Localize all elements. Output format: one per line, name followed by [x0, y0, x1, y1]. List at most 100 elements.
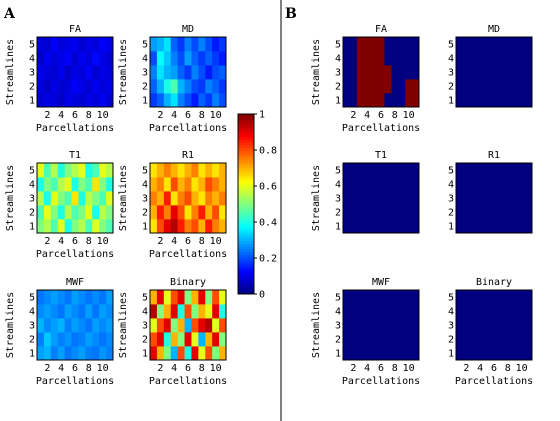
- heatmap-cell: [50, 65, 59, 80]
- colorbar-segment: [238, 122, 254, 126]
- heatmap-cell: [456, 177, 464, 192]
- heatmap-cell: [476, 79, 485, 94]
- heatmap-cell: [483, 163, 491, 178]
- heatmap-cell: [92, 346, 100, 361]
- heatmap-cell: [384, 65, 392, 80]
- heatmap-cell: [170, 290, 179, 305]
- colorbar-segment: [238, 181, 254, 185]
- heatmap-cell: [497, 304, 505, 319]
- y-tick-label: 4: [142, 180, 148, 191]
- heatmap-cell: [343, 177, 351, 192]
- heatmap-cell: [391, 79, 399, 94]
- heatmap-cell: [212, 318, 220, 333]
- heatmap-cell: [384, 93, 392, 108]
- heatmap-cell: [483, 37, 491, 52]
- x-tick-label: 6: [72, 110, 78, 121]
- y-tick-label: 1: [142, 349, 148, 360]
- heatmap-cell: [483, 318, 491, 333]
- heatmap-cell: [50, 93, 59, 108]
- heatmap-cell: [64, 219, 72, 234]
- heatmap-cell: [85, 93, 93, 108]
- heatmap-cell: [106, 163, 114, 178]
- heatmap-cell: [349, 37, 358, 52]
- heatmap-cell: [92, 177, 100, 192]
- heatmap-cell: [191, 205, 199, 220]
- heatmap-cell: [377, 37, 385, 52]
- heatmap-cell: [150, 191, 158, 206]
- heatmap-cell: [483, 177, 491, 192]
- heatmap-cell: [212, 304, 220, 319]
- heatmap-cell: [37, 304, 45, 319]
- heatmap-cell: [518, 93, 526, 108]
- heatmap-cell: [398, 219, 406, 234]
- heatmap-cell: [490, 304, 498, 319]
- heatmap-cell: [99, 318, 107, 333]
- heatmap-cell: [85, 37, 93, 52]
- colorbar-segment: [238, 147, 254, 151]
- heatmap-cell: [497, 65, 505, 80]
- heatmap-cell: [212, 205, 220, 220]
- y-tick-label: 4: [335, 307, 341, 318]
- heatmap-cell: [391, 51, 399, 66]
- heatmap-cell: [191, 318, 199, 333]
- heatmap-cell: [391, 191, 399, 206]
- y-tick-label: 1: [448, 349, 454, 360]
- heatmap-cell: [50, 177, 59, 192]
- colorbar-segment: [238, 142, 254, 146]
- heatmap-cell: [483, 332, 491, 347]
- heatmap-cell: [205, 332, 213, 347]
- heatmap-cell: [518, 163, 526, 178]
- heatmap-cell: [391, 219, 399, 234]
- heatmap-cell: [456, 37, 464, 52]
- x-tick-label: 4: [58, 363, 64, 374]
- heatmap-cell: [191, 290, 199, 305]
- heatmap-cell: [78, 163, 86, 178]
- heatmap-cell: [156, 290, 165, 305]
- heatmap-cell: [398, 191, 406, 206]
- heatmap-cell: [405, 205, 413, 220]
- heatmap-cell: [78, 191, 86, 206]
- heatmap-cell: [205, 304, 213, 319]
- heatmap-cell: [212, 51, 220, 66]
- colorbar-segment: [238, 232, 254, 236]
- heatmap-cell: [490, 177, 498, 192]
- heatmap-cell: [504, 93, 512, 108]
- heatmap-cell: [377, 65, 385, 80]
- heatmap-cell: [219, 304, 227, 319]
- heatmap-cell: [43, 65, 52, 80]
- heatmap-cell: [483, 65, 491, 80]
- colorbar-segment: [238, 234, 254, 239]
- heatmap-cell: [343, 65, 351, 80]
- heatmap-cell: [184, 318, 192, 333]
- colorbar-frame: [237, 113, 255, 295]
- x-tick-label: 4: [171, 236, 177, 247]
- heatmap-cell: [191, 37, 199, 52]
- heatmap-cell: [219, 318, 227, 333]
- heatmap-cell: [37, 205, 45, 220]
- heatmap-cell: [71, 37, 79, 52]
- colorbar-segment: [238, 279, 254, 284]
- heatmap-cell: [469, 205, 478, 220]
- heatmap-cell: [64, 177, 72, 192]
- heatmap-cell: [525, 79, 533, 94]
- heatmap-cell: [405, 219, 413, 234]
- heatmap-cell: [412, 219, 420, 234]
- heatmap-cell: [377, 290, 385, 305]
- heatmap-cell: [525, 205, 533, 220]
- heatmap-cell: [64, 37, 72, 52]
- y-tick-label: 3: [29, 68, 35, 79]
- heatmap-cell: [490, 65, 498, 80]
- colorbar-tick-label: 0.4: [259, 218, 277, 229]
- heatmap-cell: [156, 219, 165, 234]
- y-tick-label: 1: [448, 96, 454, 107]
- plot-title: T1: [375, 150, 387, 161]
- colorbar-segment: [238, 246, 254, 250]
- heatmap-cell: [43, 290, 52, 305]
- heatmap-cell: [57, 219, 66, 234]
- heatmap-cell: [384, 290, 392, 305]
- heatmap-cell: [212, 219, 220, 234]
- heatmap-cell: [219, 65, 227, 80]
- colorbar-segment: [238, 164, 254, 168]
